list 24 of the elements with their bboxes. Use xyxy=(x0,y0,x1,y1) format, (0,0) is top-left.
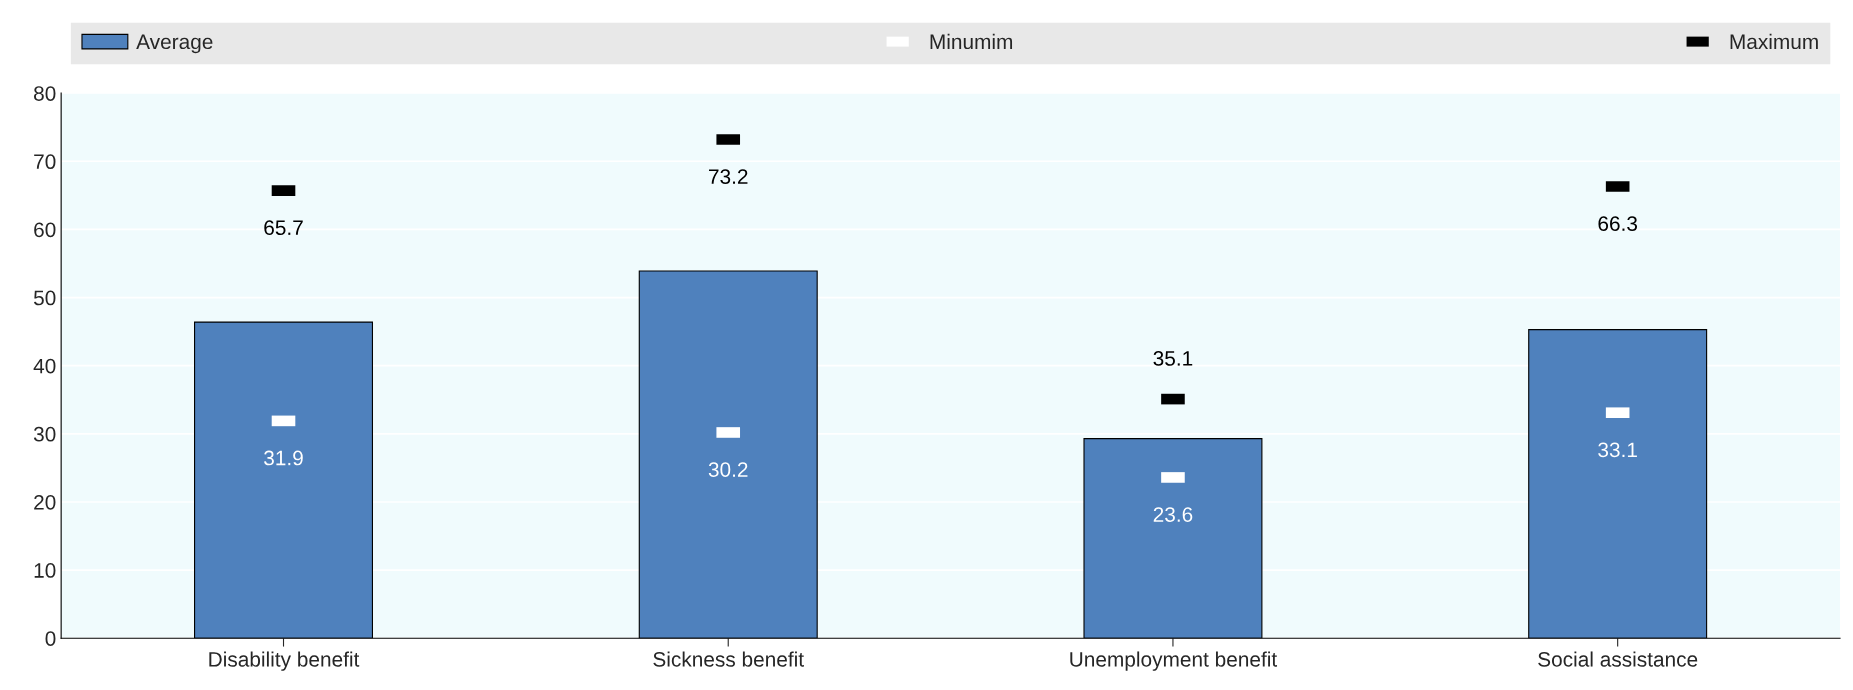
data-label: 66.3 xyxy=(1598,216,1638,231)
x-tick-label: Unemployment benefit xyxy=(1070,651,1278,671)
x-tick-label: Social assistance xyxy=(1538,651,1698,667)
x-tick-label: Disability benefit xyxy=(209,651,360,671)
legend-label: Average xyxy=(136,34,213,54)
data-label: 23.6 xyxy=(1153,507,1193,522)
data-label: 33.1 xyxy=(1598,442,1637,458)
x-tick-label: Sickness benefit xyxy=(653,651,804,667)
y-tick-label: 10 xyxy=(34,563,56,578)
y-tick-label: 50 xyxy=(33,290,56,306)
y-tick-label: 0 xyxy=(45,631,56,646)
y-tick-label: 40 xyxy=(33,358,56,374)
data-label: 65.7 xyxy=(264,220,303,236)
data-label: 30.2 xyxy=(708,462,748,477)
y-tick-label: 60 xyxy=(34,222,56,238)
y-tick-label: 70 xyxy=(34,154,56,170)
y-tick-label: 80 xyxy=(34,86,56,101)
legend-label: Maximum xyxy=(1730,33,1818,50)
data-label: 31.9 xyxy=(264,450,303,466)
data-label: 73.2 xyxy=(709,169,748,184)
legend-label: Minumim xyxy=(930,33,1013,50)
data-label: 35.1 xyxy=(1153,351,1193,366)
y-tick-label: 30 xyxy=(33,426,56,442)
y-tick-label: 20 xyxy=(34,494,56,510)
